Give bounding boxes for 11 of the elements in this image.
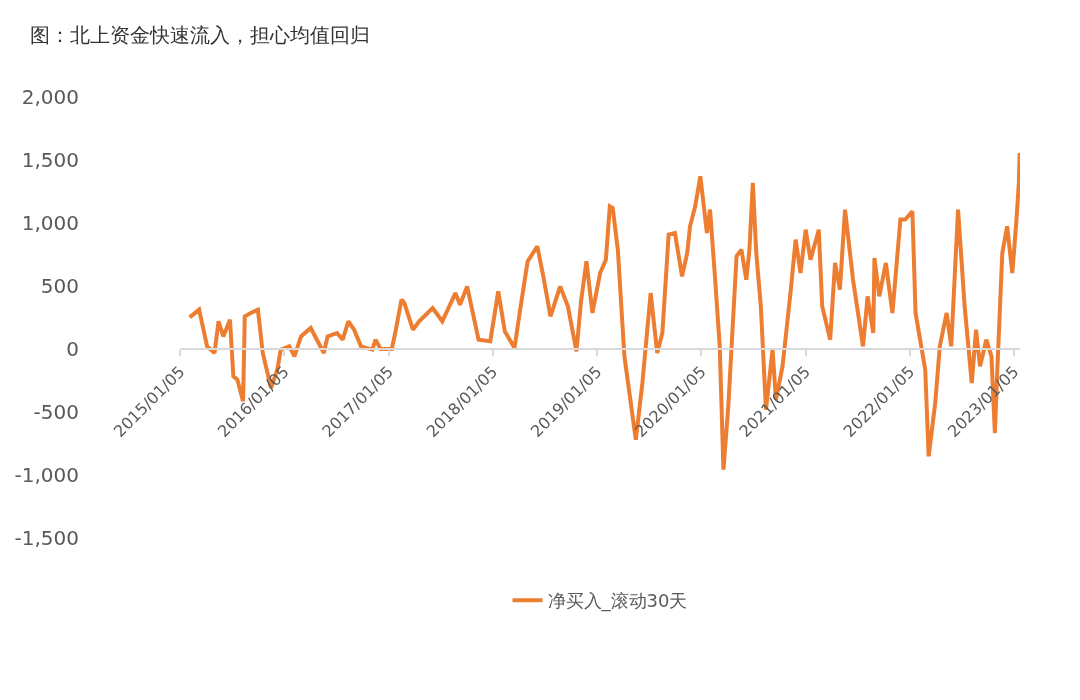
- y-tick-label: -1,500: [14, 526, 79, 550]
- chart-title: 图：北上资金快速流入，担心均值回归: [30, 23, 371, 47]
- y-tick-label: -500: [33, 400, 79, 424]
- y-tick-label: 0: [66, 337, 79, 361]
- y-tick-label: 500: [40, 274, 79, 298]
- y-tick-label: -1,000: [14, 463, 79, 487]
- y-tick-label: 1,000: [21, 211, 79, 235]
- line-series: [187, 150, 1020, 472]
- y-tick-label: 1,500: [21, 148, 79, 172]
- legend-label: 净买入_滚动30天: [547, 590, 688, 613]
- y-tick-label: 2,000: [21, 85, 79, 109]
